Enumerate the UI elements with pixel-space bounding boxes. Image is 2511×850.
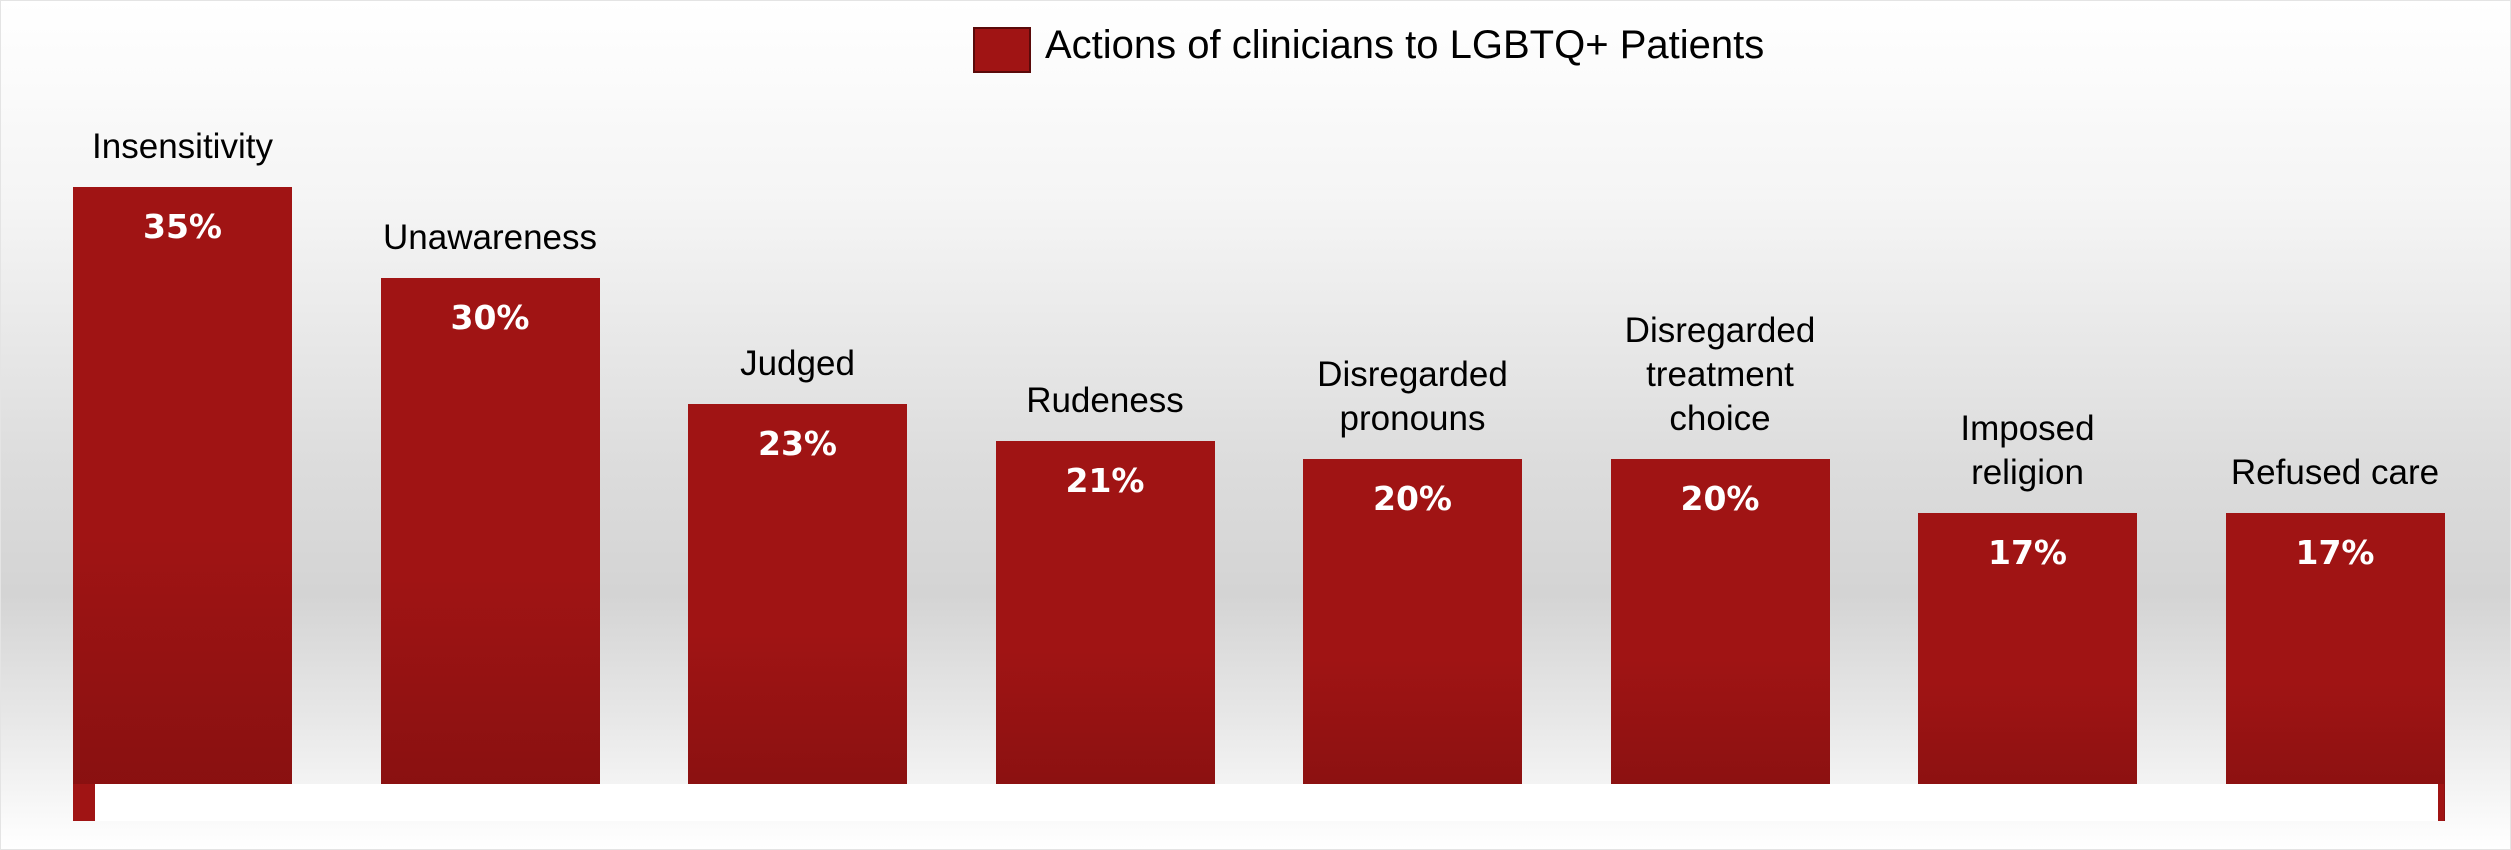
category-label: Unawareness xyxy=(383,217,597,257)
category-label: Disregarded treatment choice xyxy=(1624,310,1816,438)
value-label: 20% xyxy=(1373,478,1452,518)
category-label: Disregarded pronouns xyxy=(1317,354,1508,438)
value-label: 17% xyxy=(1988,533,2067,573)
floor-edge xyxy=(73,784,95,821)
value-label: 35% xyxy=(143,207,222,246)
legend-label: Actions of clinicians to LGBTQ+ Patients xyxy=(1045,23,1765,67)
bar xyxy=(1918,513,2137,821)
category-label: Insensitivity xyxy=(92,127,273,166)
value-label: 21% xyxy=(1065,460,1145,500)
bar xyxy=(1610,458,1830,821)
bar xyxy=(73,187,292,821)
floor-edge xyxy=(2438,784,2444,821)
bar xyxy=(688,404,907,821)
category-label: Judged xyxy=(740,344,855,384)
value-label: 17% xyxy=(2295,533,2375,573)
legend-swatch xyxy=(973,27,1031,73)
value-label: 30% xyxy=(450,297,530,337)
bar xyxy=(1303,458,1522,821)
value-label: 20% xyxy=(1680,478,1760,518)
category-label: Refused care xyxy=(2230,453,2440,493)
value-label: 23% xyxy=(758,424,837,464)
bar xyxy=(380,277,600,821)
category-label: Imposed religion xyxy=(1960,409,2095,493)
floor xyxy=(94,784,2438,821)
bar xyxy=(995,440,1215,821)
category-label: Rudeness xyxy=(1026,380,1184,420)
bar xyxy=(2225,513,2445,821)
